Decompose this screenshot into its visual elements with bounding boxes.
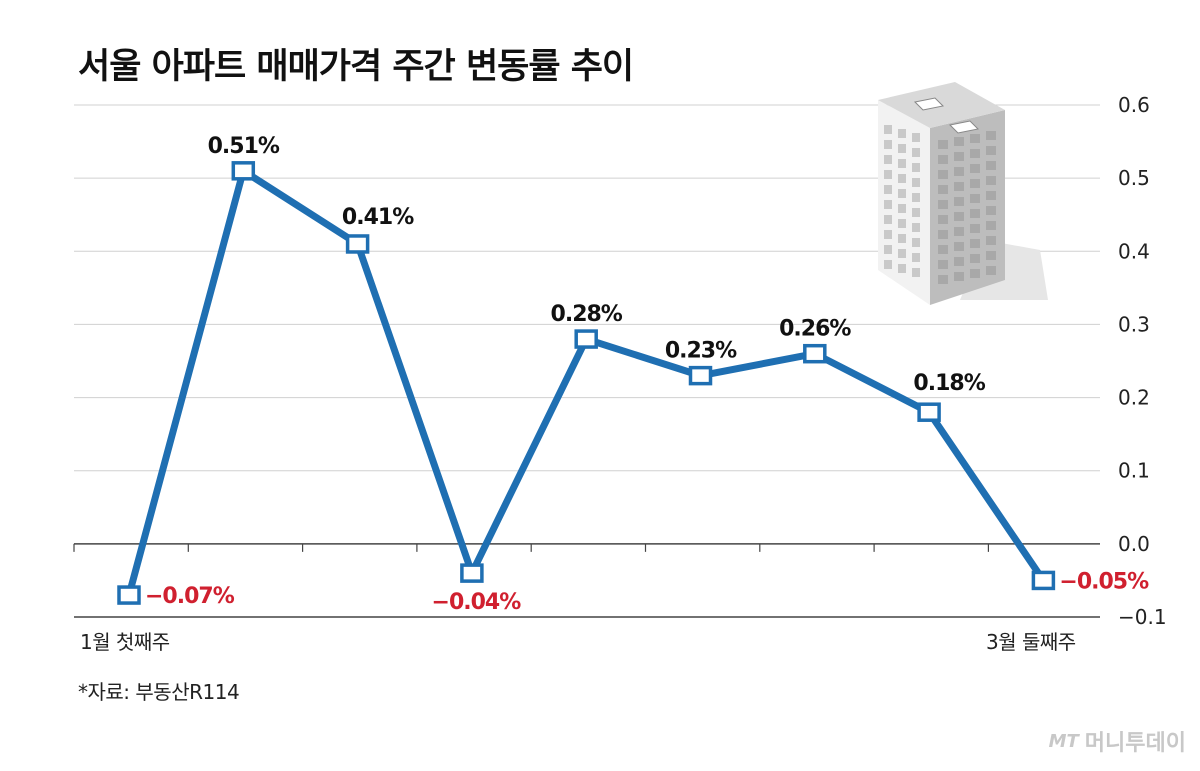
- data-label: 0.51%: [208, 134, 280, 159]
- data-point-marker: [688, 365, 713, 386]
- x-tick-label-first: 1월 첫째주: [80, 630, 170, 654]
- data-label-layer: −0.07% 0.51% 0.41% −0.04% 0.28% 0.23% 0.26% 0.1…: [145, 134, 1150, 615]
- data-point-marker: [574, 329, 598, 349]
- data-label: 0.26%: [779, 317, 851, 342]
- data-label: −0.07%: [145, 584, 235, 609]
- y-tick-label: 0.0: [1118, 532, 1150, 556]
- data-point-marker: [803, 343, 827, 364]
- y-tick-label: −0.1: [1118, 605, 1167, 629]
- brand-logo: MT 머니투데이: [1049, 725, 1186, 757]
- y-tick-label: 0.6: [1118, 93, 1150, 117]
- y-tick-label: 0.2: [1118, 386, 1150, 410]
- y-tick-label: 0.1: [1118, 459, 1150, 483]
- brand-name: 머니투데이: [1084, 731, 1186, 756]
- data-label: −0.04%: [432, 590, 522, 615]
- moneytoday-logo-icon: MT: [1048, 730, 1079, 752]
- apartment-building-icon: [878, 82, 1048, 305]
- chart-title: 서울 아파트 매매가격 주간 변동률 추이: [78, 47, 634, 87]
- data-point-marker: [231, 161, 256, 181]
- data-label: 0.41%: [342, 205, 414, 230]
- data-label: 0.23%: [665, 339, 737, 364]
- data-point-marker: [117, 585, 141, 605]
- y-tick-label: 0.3: [1118, 312, 1150, 336]
- source-note: *자료: 부동산R114: [78, 680, 240, 704]
- data-point-marker: [917, 402, 941, 422]
- data-label: 0.28%: [551, 302, 623, 327]
- y-tick-label: 0.5: [1118, 166, 1150, 190]
- axis-layer: 0.6 0.5 0.4 0.3 0.2 0.1 0.0 −0.1: [73, 93, 1167, 629]
- marker-layer: [117, 161, 1056, 605]
- data-label: 0.18%: [913, 371, 985, 396]
- data-label: −0.05%: [1059, 569, 1149, 594]
- data-point-marker: [1031, 570, 1056, 591]
- y-tick-label: 0.4: [1118, 239, 1150, 263]
- x-tick-label-last: 3월 둘째주: [986, 630, 1076, 654]
- data-point-marker: [345, 234, 370, 254]
- data-point-marker: [460, 563, 484, 583]
